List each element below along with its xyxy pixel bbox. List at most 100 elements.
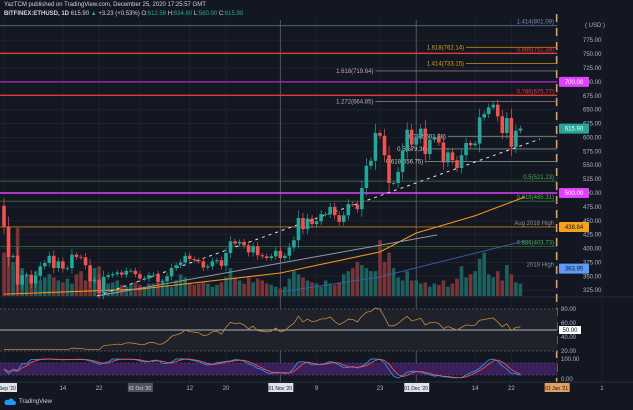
- volume-bar: [119, 284, 124, 296]
- candle-body: [138, 274, 142, 279]
- candle: [24, 272, 29, 278]
- candle: [514, 124, 518, 154]
- candle-body: [269, 256, 274, 259]
- candle: [468, 140, 473, 148]
- candle: [418, 123, 423, 144]
- candle: [341, 211, 346, 226]
- candle: [274, 247, 278, 260]
- volume-bar: [183, 277, 187, 296]
- volume-bar: [169, 286, 174, 296]
- candle-body: [301, 218, 305, 230]
- candle: [319, 210, 323, 226]
- volume-bar: [360, 265, 364, 296]
- candle-body: [97, 279, 101, 294]
- volume-bar: [495, 271, 500, 296]
- stoch-d-line: [3, 358, 521, 379]
- symbol[interactable]: BITFINEX:ETHUSD, 1D: [4, 11, 70, 17]
- date-tag: [127, 383, 153, 392]
- candle: [169, 263, 174, 281]
- candle-body: [364, 165, 369, 188]
- candle-body: [418, 128, 423, 139]
- volume-bar: [201, 282, 206, 296]
- candle: [38, 261, 43, 281]
- date-tick-label: 12: [186, 386, 193, 392]
- candle: [255, 241, 260, 260]
- candle: [242, 238, 246, 249]
- volume-bar: [269, 284, 274, 296]
- price-tick-label: 425.00: [583, 233, 602, 239]
- candle-body: [88, 265, 92, 282]
- candle: [101, 270, 106, 300]
- candle-body: [369, 160, 373, 166]
- candle-body: [156, 274, 160, 282]
- candle: [382, 128, 387, 163]
- candle: [378, 130, 382, 139]
- candle: [328, 202, 332, 219]
- candle: [56, 257, 61, 272]
- candle: [305, 213, 310, 234]
- level-label: 1.618(762.14): [427, 45, 464, 51]
- brand-name: TradingView: [19, 399, 53, 405]
- candle-body: [74, 254, 79, 257]
- volume-bar: [473, 271, 477, 296]
- volume-bar: [491, 277, 496, 296]
- candle: [500, 109, 505, 140]
- volume-bar: [151, 283, 156, 296]
- candle-body: [396, 171, 400, 183]
- date-tick-label: 22: [96, 386, 103, 392]
- level-label: 1.272(664.85): [336, 99, 373, 105]
- volume-bar: [437, 284, 441, 296]
- candle-body: [124, 270, 129, 275]
- candle-body: [196, 260, 201, 262]
- candle: [491, 101, 496, 111]
- date-tick-label: 9: [315, 386, 319, 392]
- candle-body: [15, 255, 20, 285]
- volume-bar: [396, 277, 400, 296]
- date-tag-label: 01 Sep '20: [0, 386, 16, 392]
- volume-bar: [70, 283, 74, 296]
- rsi-tick-label: 40.00: [561, 335, 577, 341]
- volume-bar: [418, 283, 423, 296]
- date-tick-label: 22: [508, 386, 515, 392]
- candle: [287, 243, 292, 261]
- candle-body: [482, 114, 486, 118]
- candle-body: [187, 255, 192, 260]
- candle: [97, 274, 101, 299]
- volume-bar: [74, 274, 79, 296]
- candle: [47, 251, 52, 268]
- candle: [505, 112, 509, 139]
- candle: [278, 246, 283, 263]
- candle-body: [432, 136, 437, 140]
- price-tag: [559, 123, 589, 134]
- volume-bar: [464, 277, 468, 296]
- publish-info: YazTCM published on TradingView.com, Dec…: [4, 2, 206, 8]
- candle: [464, 137, 468, 161]
- candle-body: [491, 104, 496, 108]
- volume-bar: [264, 283, 269, 296]
- candle-body: [341, 215, 346, 222]
- candle: [20, 270, 24, 290]
- close-label: C:: [218, 11, 225, 17]
- volume-bar: [255, 278, 260, 296]
- price-chart[interactable]: 1.414(801.09) 1.618(762.14) 0.886(751.39) 1…: [0, 0, 633, 396]
- candle: [482, 111, 486, 121]
- candle-body: [147, 275, 151, 279]
- candle-body: [500, 116, 505, 133]
- moving-average-slow-line: [280, 240, 526, 293]
- volume-bar: [332, 284, 337, 296]
- volume-bar: [432, 283, 437, 296]
- candle: [233, 238, 237, 247]
- volume-bar: [455, 278, 459, 296]
- price-tick-label: 700.00: [583, 80, 602, 86]
- candle: [201, 257, 206, 272]
- candle: [486, 103, 491, 118]
- volume-bar: [323, 280, 328, 296]
- date-tick-label: 23: [377, 386, 384, 392]
- volume-bar: [341, 274, 346, 296]
- price-tick-label: 600.00: [583, 135, 602, 141]
- candle-body: [33, 275, 38, 284]
- volume-bar: [409, 280, 414, 296]
- candle-body: [387, 155, 391, 183]
- date-tick-label: 1: [600, 386, 604, 392]
- candle: [11, 253, 15, 260]
